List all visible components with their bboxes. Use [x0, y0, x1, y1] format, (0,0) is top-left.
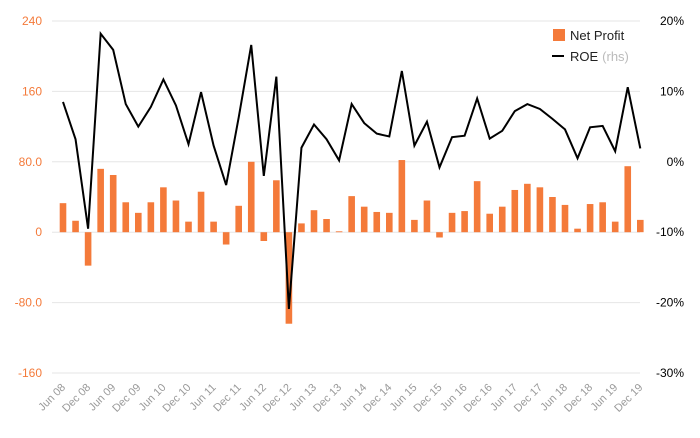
net-profit-bar: [561, 204, 569, 233]
net-profit-bar: [448, 212, 456, 233]
net-profit-bar: [273, 180, 280, 233]
net-profit-bar: [624, 166, 632, 233]
x-axis-tick-label: Dec 11: [211, 382, 244, 415]
net-profit-bar: [637, 219, 644, 233]
net-profit-bar: [486, 213, 493, 233]
net-profit-bar: [84, 232, 92, 266]
legend-roe-label: ROE: [570, 49, 599, 64]
net-profit-bar: [536, 187, 544, 233]
legend-bar-swatch: [553, 29, 565, 41]
left-axis-tick-label: 0: [35, 225, 42, 239]
net-profit-bar: [298, 223, 305, 233]
net-profit-bar: [235, 205, 242, 233]
net-profit-bar: [473, 181, 481, 233]
x-axis-tick-label: Dec 15: [411, 382, 444, 415]
net-profit-bar: [373, 211, 381, 233]
net-profit-bar: [574, 228, 581, 233]
net-profit-bar: [247, 161, 255, 233]
right-axis-tick-label: -20%: [656, 296, 684, 310]
net-profit-bar: [586, 204, 594, 233]
net-profit-bar: [197, 191, 205, 233]
right-axis: 20% 10% 0% -10% -20% -30%: [656, 14, 684, 380]
net-profit-bar: [398, 160, 406, 233]
net-profit-bar: [260, 232, 268, 241]
net-profit-bar: [97, 168, 104, 233]
right-axis-tick-label: -30%: [656, 366, 684, 380]
net-profit-bar: [310, 210, 318, 233]
x-axis-tick-label: Dec 13: [311, 382, 344, 415]
x-axis-tick-label: Dec 18: [562, 382, 595, 415]
left-axis-tick-label: 80.0: [19, 155, 43, 169]
x-axis-tick-label: Dec 14: [361, 382, 394, 415]
net-profit-bar: [109, 175, 117, 233]
legend-roe-text: ROE (rhs): [570, 49, 629, 64]
net-profit-bar: [511, 189, 519, 233]
net-profit-bar: [436, 232, 443, 238]
net-profit-bar: [122, 202, 130, 233]
right-axis-tick-label: 0%: [667, 155, 685, 169]
net-profit-bar: [185, 221, 192, 233]
net-profit-bar: [323, 219, 330, 233]
right-axis-tick-label: 10%: [660, 84, 684, 98]
x-axis-tick-label: Dec 19: [612, 382, 645, 415]
right-axis-tick-label: 20%: [660, 14, 684, 28]
net-profit-bar: [461, 211, 468, 233]
left-axis-tick-label: -80.0: [15, 296, 43, 310]
left-axis: 240 160 80.0 0 -80.0 -160: [15, 14, 43, 380]
net-profit-bar: [172, 200, 180, 233]
x-axis-tick-label: Dec 12: [261, 382, 294, 415]
net-profit-bar: [524, 183, 531, 233]
net-profit-bar: [423, 200, 431, 233]
left-axis-tick-label: 160: [22, 84, 42, 98]
net-profit-bar: [147, 202, 155, 233]
net-profit-bar: [222, 232, 230, 245]
net-profit-bar: [160, 187, 167, 233]
legend: Net Profit ROE (rhs): [552, 28, 629, 64]
net-profit-bars: [59, 160, 644, 324]
x-axis-tick-label: Dec 17: [512, 382, 545, 415]
x-axis-tick-label: Dec 16: [462, 382, 495, 415]
net-profit-bar: [498, 206, 506, 233]
net-profit-bar: [386, 212, 393, 233]
x-axis-tick-label: Dec 10: [160, 382, 193, 415]
net-profit-bar: [210, 221, 217, 233]
legend-net-profit-label: Net Profit: [570, 28, 625, 43]
x-axis-tick-label: Dec 08: [60, 382, 93, 415]
net-profit-bar: [411, 219, 418, 233]
legend-rhs-suffix: (rhs): [602, 49, 629, 64]
net-profit-bar: [611, 221, 619, 233]
roe-line: [62, 30, 642, 310]
net-profit-bar: [135, 212, 142, 233]
roe-line-group: [62, 30, 642, 310]
net-profit-bar: [285, 232, 293, 324]
net-profit-bar: [348, 196, 355, 233]
net-profit-bar: [360, 206, 368, 233]
left-axis-tick-label: 240: [22, 14, 42, 28]
x-axis-tick-label: Dec 09: [110, 382, 143, 415]
net-profit-bar: [72, 220, 79, 233]
net-profit-bar: [599, 202, 606, 233]
left-axis-tick-label: -160: [18, 366, 42, 380]
net-profit-bar: [549, 197, 556, 233]
net-profit-bar: [335, 231, 343, 233]
net-profit-bar: [59, 203, 67, 233]
right-axis-tick-label: -10%: [656, 225, 684, 239]
